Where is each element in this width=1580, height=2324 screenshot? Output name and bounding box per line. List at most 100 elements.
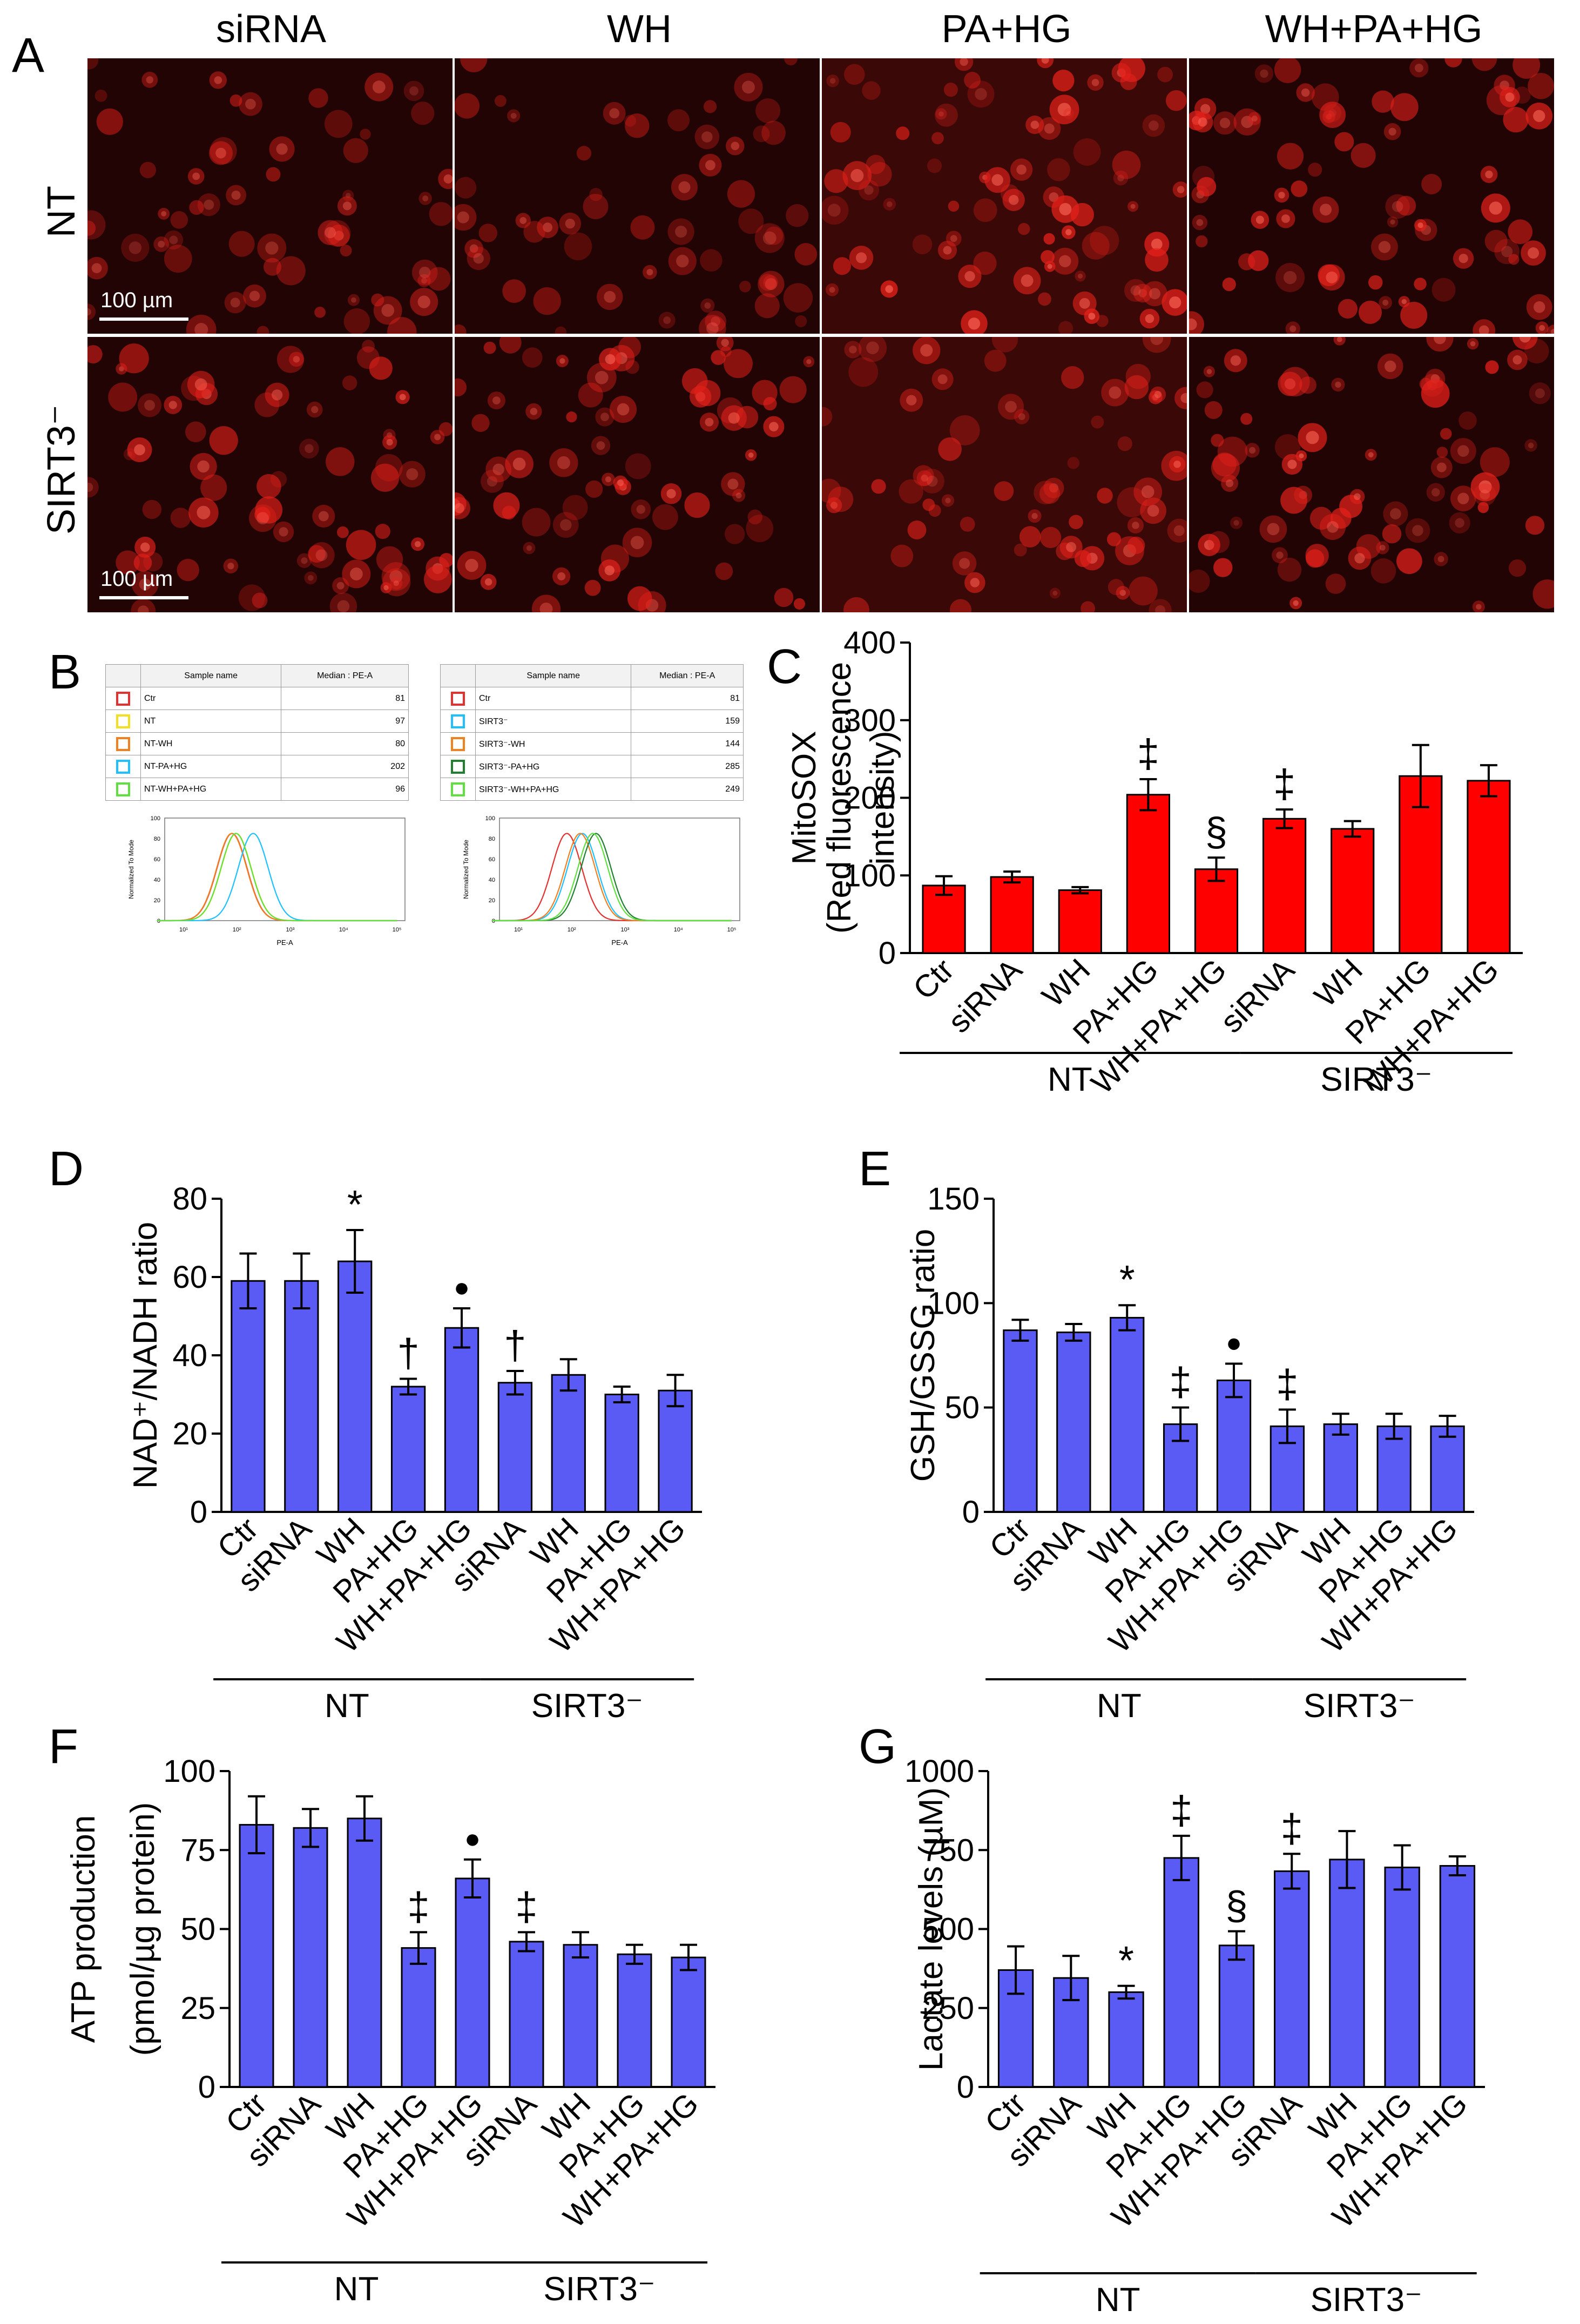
cell-spot [559, 212, 582, 235]
cell-spot [1172, 181, 1187, 198]
cell-spot [948, 200, 960, 212]
cell-spot [515, 213, 531, 228]
y-tick-label: 400 [843, 625, 896, 660]
bar [990, 876, 1034, 954]
y-axis-label: ATP production [65, 1815, 102, 2043]
cell-spot [410, 288, 438, 316]
cell-spot [1167, 518, 1187, 543]
cell-spot [883, 198, 896, 211]
cell-spot [1133, 283, 1152, 303]
cell-spot [1365, 449, 1377, 461]
cell-spot [1061, 366, 1084, 389]
group-label: NT [334, 2271, 379, 2308]
y-tick-label: 0 [198, 2070, 215, 2105]
cell-spot [1142, 337, 1171, 353]
cell-spot [761, 120, 786, 145]
cell-spot [1535, 321, 1549, 334]
y-tick-label: 100 [927, 1286, 980, 1321]
cell-spot [724, 524, 745, 544]
row-label-sirt3: SIRT3⁻ [40, 404, 83, 535]
sample-name: NT-PA+HG [140, 755, 282, 778]
cell-spot [139, 161, 157, 178]
cell-spot [142, 499, 161, 519]
significance-marker: § [1205, 809, 1227, 854]
cell-spot [1117, 487, 1147, 517]
cell-spot [1142, 281, 1167, 307]
cell-spot [87, 303, 96, 320]
group-label: SIRT3⁻ [1311, 2281, 1422, 2319]
cell-spot [1383, 501, 1408, 526]
cell-spot [937, 240, 957, 260]
cell-spot [949, 599, 971, 612]
cell-spot [1358, 300, 1382, 324]
significance-marker: ● [454, 1272, 470, 1302]
group-label: SIRT3⁻ [1304, 1687, 1415, 1722]
cell-spot [1459, 411, 1477, 430]
significance-marker: * [347, 1182, 363, 1227]
cell-spot [1174, 387, 1187, 409]
cell-spot [844, 341, 862, 359]
bar [1384, 1866, 1420, 2088]
cell-spot [1377, 353, 1403, 380]
panel-d-letter: D [49, 1142, 84, 1196]
color-swatch [116, 782, 130, 796]
cell-spot [269, 136, 295, 162]
cell-spot [786, 204, 809, 227]
cell-spot [276, 346, 305, 373]
cell-spot [1471, 58, 1497, 71]
histogram-curve [157, 833, 397, 922]
cell-spot [1197, 177, 1217, 197]
cell-spot [700, 298, 715, 313]
cell-spot [342, 190, 354, 201]
sample-median: 80 [281, 732, 409, 755]
cell-spot [652, 504, 678, 530]
cell-spot [671, 174, 698, 201]
cell-spot [1467, 337, 1479, 350]
cell-spot [87, 58, 99, 70]
cell-spot [1196, 235, 1208, 248]
cell-spot [1213, 558, 1233, 577]
cell-spot [1312, 196, 1339, 223]
y-tick-label: 50 [944, 1390, 980, 1426]
group-label: NT [1048, 1061, 1092, 1096]
y-tick-label: 40 [172, 1338, 207, 1373]
sample-name: NT [140, 710, 282, 733]
cell-spot [1207, 531, 1230, 553]
cell-spot [522, 347, 543, 368]
cell-spot [455, 324, 467, 334]
cell-spot [763, 275, 778, 290]
cell-spot [1525, 516, 1545, 535]
cell-spot [133, 553, 152, 572]
sample-median: 81 [631, 687, 744, 710]
cell-spot [828, 487, 854, 512]
cell-spot [822, 195, 849, 225]
cell-spot [1129, 576, 1158, 606]
cell-spot [862, 81, 881, 100]
cell-spot [1192, 111, 1213, 133]
cell-spot [890, 544, 914, 568]
cell-spot [866, 154, 886, 174]
cell-spot [783, 283, 813, 313]
cell-spot [643, 265, 657, 280]
cell-spot [1306, 549, 1325, 568]
cell-spot [1453, 248, 1474, 269]
cell-spot [1189, 569, 1210, 593]
bar [1058, 889, 1102, 954]
cell-spot [1192, 165, 1215, 188]
cell-spot [1473, 319, 1496, 334]
cell-spot [96, 108, 123, 135]
bar [1430, 1425, 1465, 1513]
significance-marker: † [504, 1323, 526, 1368]
x-tick-label: 10⁵ [393, 927, 402, 933]
cell-spot [830, 121, 851, 143]
cell-spot [984, 349, 1007, 372]
sample-median: 81 [281, 687, 409, 710]
table-row: NT 97 [105, 710, 409, 733]
cell-spot [1224, 349, 1247, 373]
cell-spot [471, 414, 490, 432]
cell-spot [931, 132, 944, 145]
cell-spot [457, 551, 487, 580]
micrograph-nt-4 [1189, 58, 1554, 334]
x-tick-label: 10⁵ [727, 927, 737, 933]
